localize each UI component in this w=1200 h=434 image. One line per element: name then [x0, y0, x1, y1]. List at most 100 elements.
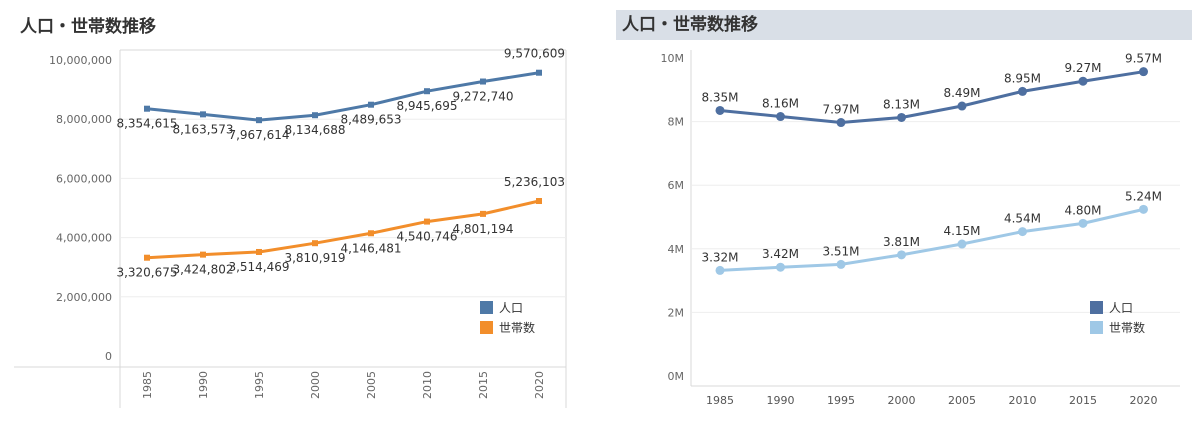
x-tick-label: 1985 [706, 394, 734, 407]
series-line [145, 199, 541, 260]
legend-label: 世帯数 [1109, 320, 1145, 335]
data-label: 4.80M [1064, 203, 1101, 217]
y-tick-label: 8,000,000 [56, 113, 112, 126]
y-tick-label: 8M [668, 116, 685, 129]
x-tick-label: 1990 [197, 371, 210, 399]
right-chart-svg: 0M 2M 4M 6M 8M 10M 1985 1990 1995 2000 2005 2010 201… [661, 50, 1180, 407]
x-tick-label: 2005 [365, 371, 378, 399]
data-point [368, 101, 374, 108]
data-point [957, 101, 967, 111]
legend-swatch [480, 321, 493, 334]
data-point [836, 259, 846, 269]
x-tick-label: 2015 [1069, 394, 1097, 407]
data-label: 7.97M [822, 103, 859, 117]
data-point [424, 218, 430, 225]
series-line [718, 70, 1145, 125]
x-tick-label: 2015 [477, 371, 490, 399]
x-tick-label: 2000 [888, 394, 916, 407]
y-tick-label: 6M [668, 179, 685, 192]
right-chart-panel: 人口・世帯数推移 0M 2M 4M 6M 8M 10M 1985 1990 1995 2000 20… [600, 0, 1200, 434]
x-tick-label: 1990 [767, 394, 795, 407]
data-point [897, 250, 906, 260]
data-point [480, 210, 486, 217]
data-point [1018, 227, 1027, 237]
data-label: 8,163,573 [172, 122, 233, 136]
data-point [1018, 86, 1027, 96]
data-label: 3.32M [701, 250, 738, 264]
legend-swatch [1090, 321, 1103, 334]
legend-label: 世帯数 [499, 320, 535, 335]
data-point [312, 240, 318, 247]
data-label: 3.81M [883, 235, 920, 249]
y-tick-label: 6,000,000 [56, 172, 112, 185]
data-point [715, 265, 725, 275]
x-tick-label: 2020 [1130, 394, 1158, 407]
data-point [1139, 67, 1148, 77]
series-line [145, 71, 541, 122]
x-tick-label: 1995 [827, 394, 855, 407]
data-label: 8,489,653 [340, 113, 401, 127]
data-label: 8,945,695 [396, 99, 457, 113]
data-point [776, 112, 785, 122]
y-tick-label: 2,000,000 [56, 291, 112, 304]
data-label: 8,354,615 [116, 117, 177, 131]
data-label: 3.42M [762, 247, 799, 261]
x-tick-label: 2020 [533, 371, 546, 399]
data-point [836, 118, 846, 128]
series-line [718, 207, 1145, 272]
data-label: 3.51M [822, 244, 859, 258]
data-point [1139, 204, 1148, 214]
data-label: 4.15M [943, 224, 980, 238]
x-tick-label: 1985 [141, 371, 154, 399]
data-point [1078, 76, 1088, 86]
data-label: 8.95M [1004, 71, 1041, 85]
data-label: 3,424,802 [172, 263, 233, 277]
left-chart-svg: 0 2,000,000 4,000,000 6,000,000 8,000,000 10,… [14, 47, 567, 408]
data-point [480, 78, 486, 85]
data-point [256, 117, 262, 124]
data-point [957, 239, 967, 249]
x-tick-label: 2005 [948, 394, 976, 407]
x-tick-label: 1995 [253, 371, 266, 399]
data-label: 8.13M [883, 97, 920, 111]
data-point [1078, 218, 1088, 228]
data-point [200, 111, 206, 118]
y-tick-label: 0 [105, 350, 112, 363]
data-label: 4,146,481 [340, 241, 401, 255]
legend-swatch [1090, 301, 1103, 314]
x-tick-label: 2000 [309, 371, 322, 399]
data-label: 5.24M [1125, 189, 1162, 203]
chart-title: 人口・世帯数推移 [20, 17, 156, 37]
chart-title: 人口・世帯数推移 [616, 10, 1192, 40]
data-label: 4,540,746 [396, 230, 457, 244]
data-point [715, 105, 725, 115]
data-label: 3,810,919 [284, 251, 345, 265]
data-point [256, 248, 262, 255]
y-tick-label: 2M [668, 306, 685, 319]
data-label: 7,967,614 [228, 128, 289, 142]
data-point [424, 88, 430, 95]
data-point [144, 105, 150, 112]
legend-label: 人口 [1109, 301, 1133, 315]
left-chart-panel: 人口・世帯数推移 0 2,000,000 4,000,000 6,000,000 8,0… [14, 17, 567, 408]
data-label: 5,236,103 [504, 175, 565, 189]
x-tick-label: 2010 [1009, 394, 1037, 407]
data-point [144, 254, 150, 261]
data-label: 9.27M [1064, 61, 1101, 75]
legend-swatch [480, 301, 493, 314]
data-label: 8.49M [943, 86, 980, 100]
y-tick-label: 10,000,000 [49, 54, 112, 67]
y-tick-label: 4M [668, 243, 685, 256]
data-label: 4,801,194 [452, 222, 513, 236]
y-tick-label: 10M [661, 52, 685, 65]
data-point [536, 198, 542, 205]
data-label: 9,570,609 [504, 47, 565, 61]
data-label: 4.54M [1004, 212, 1041, 226]
data-label: 3,514,469 [228, 260, 289, 274]
y-tick-label: 0M [668, 370, 685, 383]
data-label: 8.35M [701, 90, 738, 104]
data-point [536, 69, 542, 76]
data-point [368, 230, 374, 237]
data-point [312, 112, 318, 119]
data-point [776, 262, 785, 272]
